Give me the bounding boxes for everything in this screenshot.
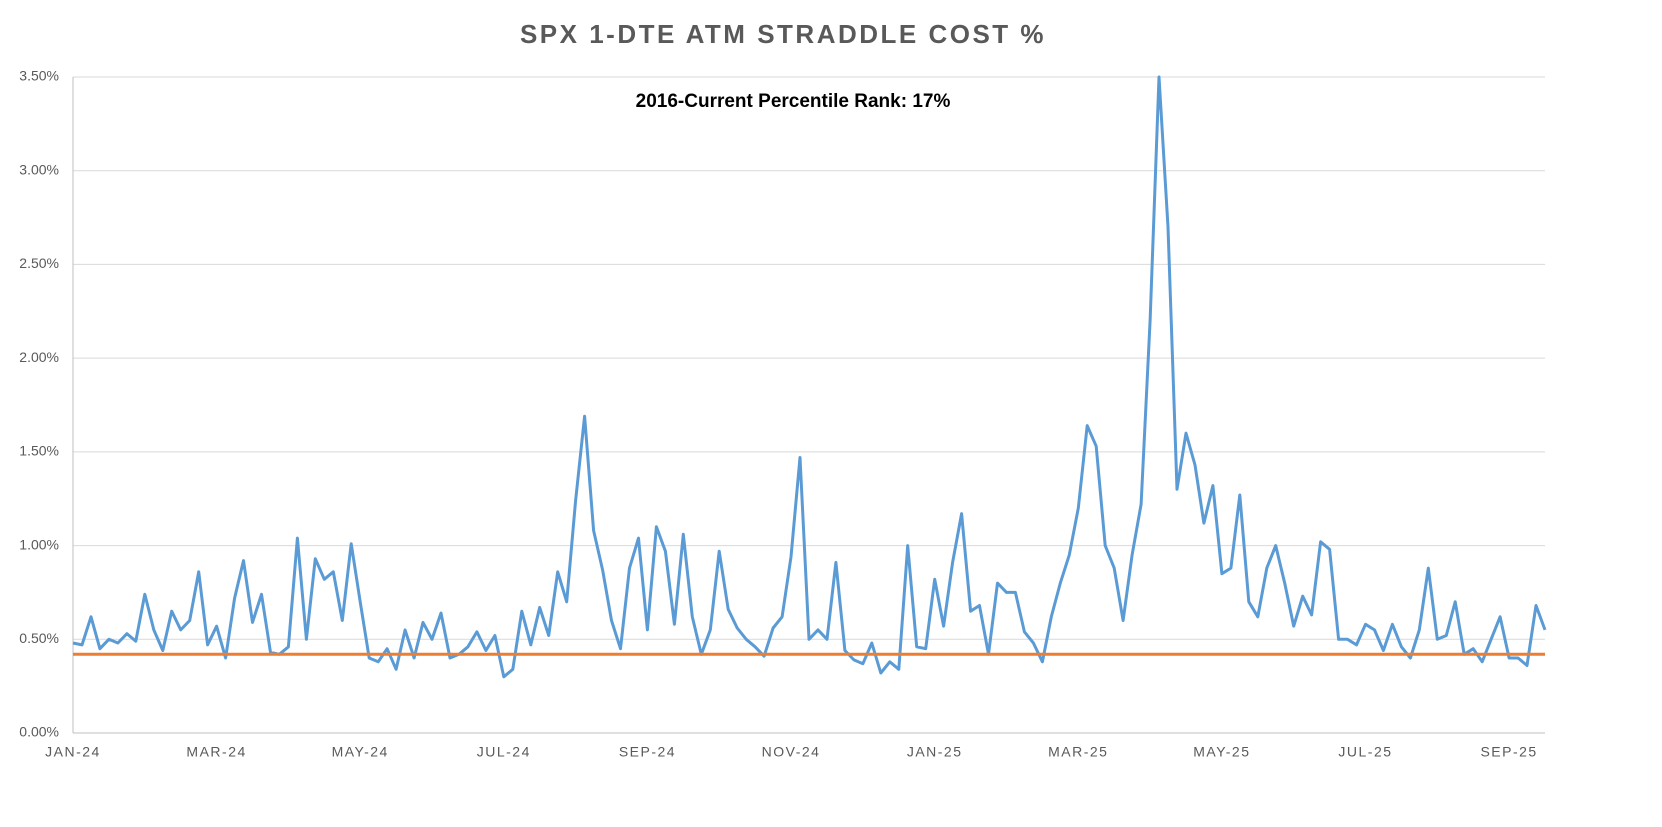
y-tick-label: 3.00% — [19, 161, 59, 177]
y-tick-label: 0.50% — [19, 630, 59, 646]
x-tick-label: NOV-24 — [762, 744, 821, 760]
annotation: 2016-Current Percentile Rank: 17% — [636, 91, 951, 112]
x-tick-label: JUL-24 — [477, 744, 531, 760]
data-line — [72, 75, 1547, 679]
x-tick-label: JUL-25 — [1338, 744, 1392, 760]
y-tick-label: 2.50% — [19, 255, 59, 271]
chart-title: SPX 1-DTE ATM STRADDLE COST % — [520, 19, 1046, 49]
x-tick-label: JAN-24 — [45, 744, 101, 760]
x-tick-label: MAR-25 — [1048, 744, 1108, 760]
y-tick-label: 1.00% — [19, 536, 59, 552]
y-tick-label: 0.00% — [19, 724, 59, 740]
x-tick-label: JAN-25 — [907, 744, 963, 760]
x-tick-label: SEP-25 — [1480, 744, 1537, 760]
y-tick-label: 3.50% — [19, 68, 59, 84]
x-tick-label: MAY-25 — [1193, 744, 1250, 760]
y-tick-label: 1.50% — [19, 443, 59, 459]
x-tick-label: MAR-24 — [186, 744, 246, 760]
x-tick-label: MAY-24 — [332, 744, 389, 760]
x-tick-label: SEP-24 — [619, 744, 676, 760]
y-tick-label: 2.00% — [19, 349, 59, 365]
